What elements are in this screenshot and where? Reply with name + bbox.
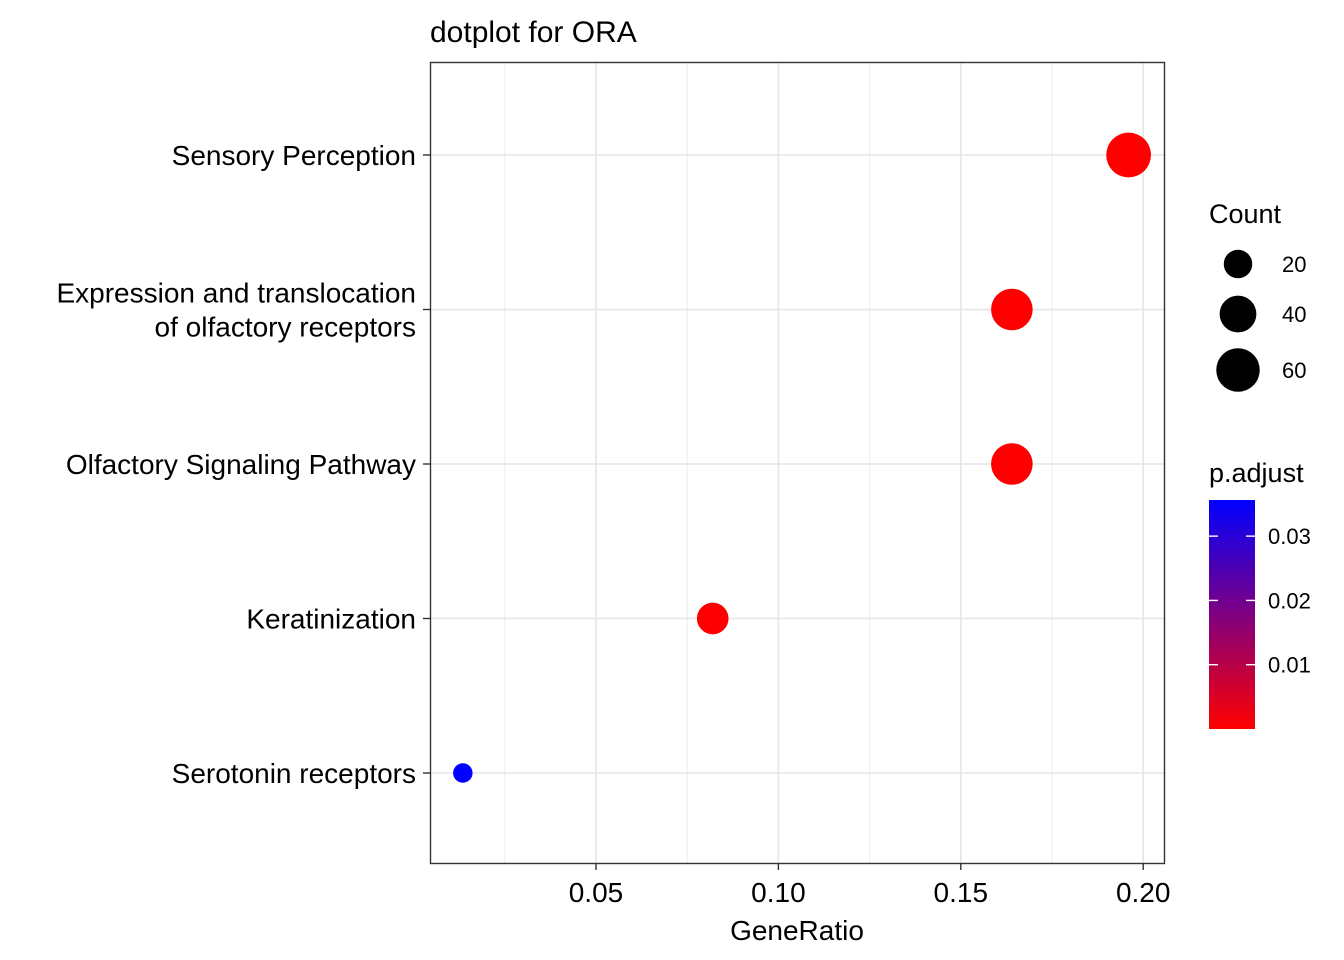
y-tick-label: Expression and translocation (56, 278, 416, 309)
color-legend-bar (1209, 500, 1255, 729)
dot-point (696, 602, 729, 635)
y-tick-label: Sensory Perception (172, 140, 416, 171)
y-tick-label: Olfactory Signaling Pathway (66, 449, 416, 480)
dot-point (991, 443, 1033, 485)
color-legend-label: 0.03 (1268, 524, 1311, 549)
x-axis-label: GeneRatio (730, 915, 864, 946)
x-tick-label: 0.15 (934, 877, 989, 908)
color-legend-label: 0.01 (1268, 653, 1311, 678)
size-legend-dot (1223, 249, 1253, 279)
data-points (453, 132, 1151, 783)
size-legend-dot (1219, 295, 1257, 333)
chart-title: dotplot for ORA (430, 16, 637, 49)
size-legend-dot (1216, 348, 1260, 392)
size-legend-label: 60 (1282, 358, 1306, 383)
minor-grid (504, 62, 1053, 863)
color-legend-title: p.adjust (1209, 458, 1304, 488)
color-legend: p.adjust 0.01 0.02 0.03 (1209, 458, 1311, 729)
dot-point (991, 288, 1033, 331)
y-tick-label: of olfactory receptors (155, 312, 416, 343)
x-tick-label: 0.20 (1116, 877, 1171, 908)
size-legend-label: 20 (1282, 252, 1306, 277)
size-legend-label: 40 (1282, 302, 1306, 327)
dot-point (1106, 132, 1151, 178)
size-legend: Count 20 40 60 (1209, 199, 1306, 392)
y-tick-label: Keratinization (246, 604, 416, 635)
color-legend-label: 0.02 (1268, 588, 1311, 613)
major-grid (430, 62, 1164, 863)
plot-panel-border (429, 61, 1166, 865)
x-tick-label: 0.10 (751, 877, 806, 908)
y-axis: Sensory Perception Expression and translo… (56, 140, 430, 789)
dot-point (453, 763, 473, 783)
x-axis: 0.05 0.10 0.15 0.20 (569, 863, 1171, 908)
x-tick-label: 0.05 (569, 877, 624, 908)
size-legend-title: Count (1209, 199, 1282, 229)
y-tick-label: Serotonin receptors (172, 758, 416, 789)
